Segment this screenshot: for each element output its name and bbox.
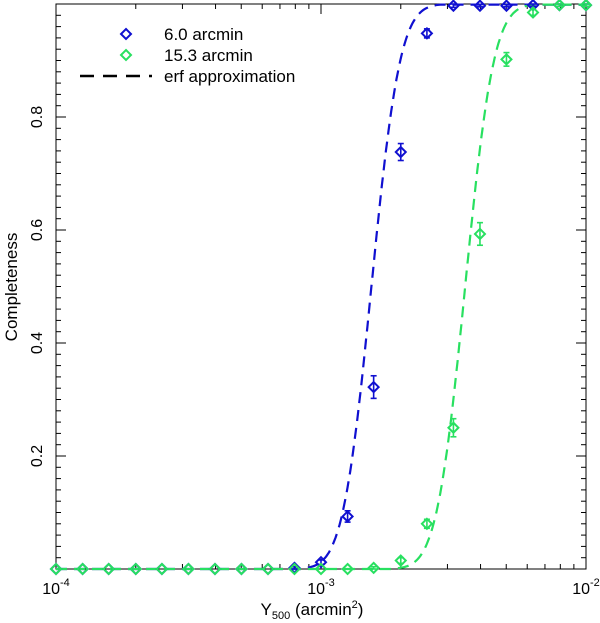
y-tick-label: 0.2 [29,445,46,467]
plot-frame [55,3,587,570]
data-point [129,562,143,576]
legend-label: 6.0 arcmin [164,25,243,44]
data-point [182,562,195,576]
data-point [102,562,116,576]
data-point [500,52,513,66]
legend-label: erf approximation [164,67,295,86]
x-tick-label: 10-3 [307,577,335,598]
data-point [500,0,513,13]
data-point [314,562,328,576]
x-tick-label: 10-4 [42,577,70,598]
x-tick-label-base: 10 [307,581,325,598]
y-axis-label: Completeness [2,233,21,342]
x-tick-label: 10-2 [572,577,600,598]
x-tick-label-base: 10 [42,581,60,598]
data-point [473,0,487,13]
data-point [447,421,460,435]
erf-curve [56,3,586,571]
legend-label: 15.3 arcmin [164,46,253,65]
data-point [261,562,275,576]
y-tick-label: 0.8 [29,106,46,128]
data-point [526,6,540,19]
data-point [447,0,460,13]
data-point [420,26,434,40]
data-point [553,0,566,12]
data-points [49,0,593,576]
y-tick-label: 0.4 [29,332,46,354]
data-point [76,562,90,576]
erf-curves [56,3,586,571]
x-tick-label-exponent: -4 [60,577,70,589]
x-tick-label-exponent: -3 [325,577,335,589]
x-axis-label: Y500 (arcmin2) [261,599,364,622]
legend-marker [119,27,133,41]
data-point [155,562,169,576]
axis-ticks: 10-4 10-3 10-20.20.40.60.8 [29,4,600,598]
data-point [235,562,248,576]
data-point [394,554,408,567]
x-tick-label-exponent: -2 [590,577,600,589]
data-point [579,0,593,12]
data-point [473,227,487,241]
data-point [208,562,222,576]
legend-marker [119,48,133,62]
erf-curve [56,3,586,571]
data-point [341,510,355,523]
data-point [341,562,355,576]
data-point [394,145,408,159]
data-point [420,517,434,531]
data-point [288,562,301,576]
legend: 6.0 arcmin 15.3 arcmin erf approximation [80,25,295,86]
data-point [314,555,328,569]
x-tick-label-base: 10 [572,581,590,598]
y-tick-label: 0.6 [29,219,46,241]
data-point [367,561,381,575]
data-point [367,380,381,394]
data-point [49,562,63,576]
